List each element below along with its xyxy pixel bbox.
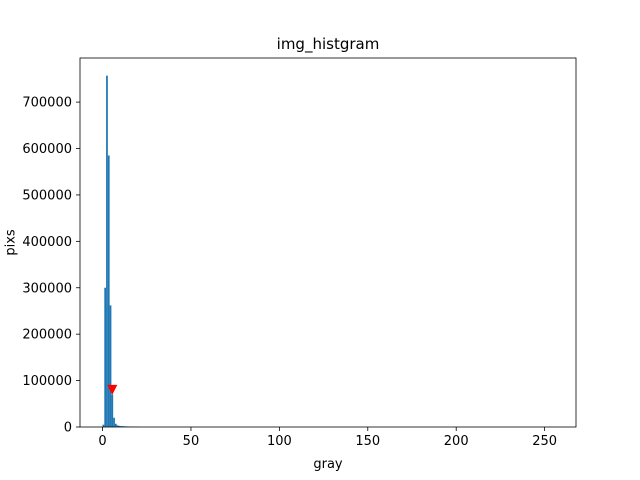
chart-title: img_histgram bbox=[277, 35, 380, 54]
histogram-bar bbox=[120, 426, 122, 427]
y-tick-label: 600000 bbox=[22, 142, 72, 157]
x-tick-label: 250 bbox=[532, 434, 557, 449]
x-axis-ticks: 0 50 100 150 200 250 bbox=[98, 427, 557, 449]
y-tick-label: 500000 bbox=[22, 188, 72, 203]
histogram-bar bbox=[111, 394, 114, 427]
x-tick-label: 150 bbox=[355, 434, 380, 449]
histogram-bar bbox=[107, 155, 110, 427]
y-axis-label: pixs bbox=[4, 229, 19, 256]
histogram-bar bbox=[106, 75, 108, 427]
x-axis-label: gray bbox=[313, 457, 343, 472]
x-tick-label: 0 bbox=[98, 434, 106, 449]
axes-frame bbox=[79, 57, 577, 428]
histogram-bar bbox=[104, 287, 107, 427]
y-tick-label: 700000 bbox=[22, 96, 72, 111]
marker-layer bbox=[107, 384, 118, 395]
marker-triangle-down bbox=[107, 384, 118, 395]
y-tick-label: 300000 bbox=[22, 281, 72, 296]
histogram-bar bbox=[118, 425, 121, 427]
y-tick-label: 200000 bbox=[22, 328, 72, 343]
y-tick-label: 0 bbox=[64, 421, 72, 436]
histogram-bar bbox=[122, 426, 124, 427]
y-tick-label: 400000 bbox=[22, 235, 72, 250]
histogram-bar bbox=[113, 417, 115, 427]
histogram-bar bbox=[116, 425, 119, 427]
x-tick-label: 50 bbox=[183, 434, 200, 449]
histogram-bar bbox=[109, 305, 112, 427]
x-tick-label: 100 bbox=[267, 434, 292, 449]
histogram-bar bbox=[102, 424, 105, 427]
y-tick-label: 100000 bbox=[22, 374, 72, 389]
y-axis-ticks: 0 100000 200000 300000 400000 500000 600000 700… bbox=[22, 96, 80, 436]
x-tick-label: 200 bbox=[444, 434, 469, 449]
histogram-bar bbox=[114, 423, 117, 427]
